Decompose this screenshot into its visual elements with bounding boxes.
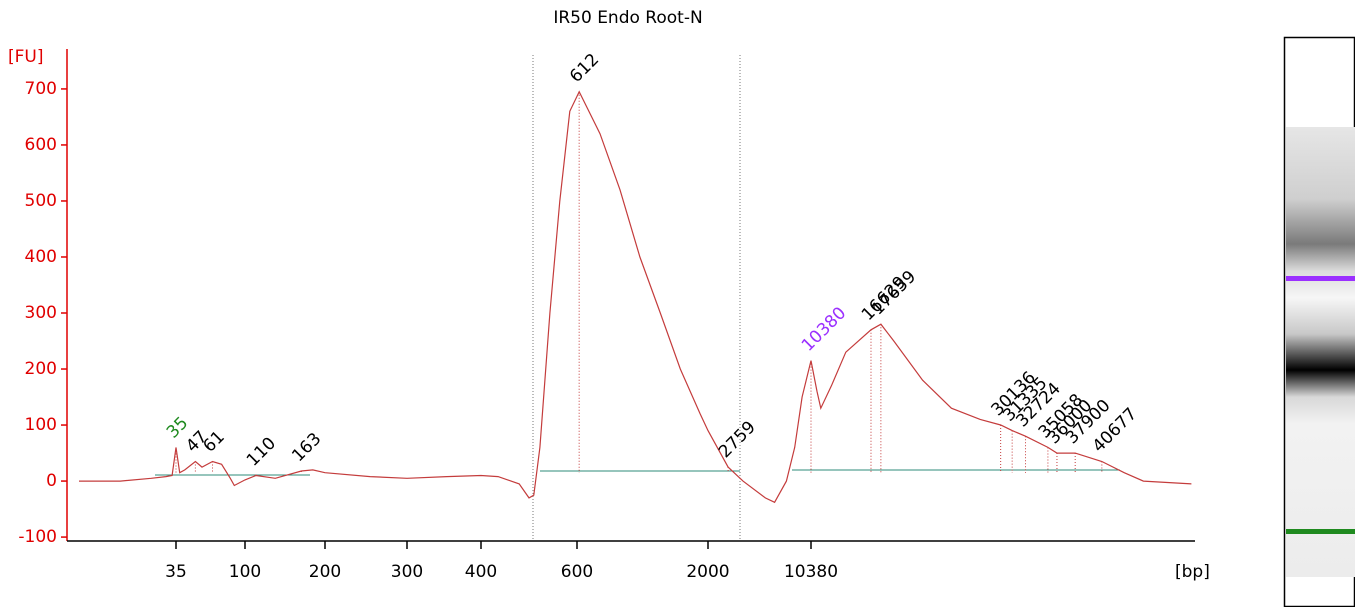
lower-marker-band xyxy=(1286,529,1355,534)
y-tick-label: 100 xyxy=(25,415,57,435)
y-tick-label: -100 xyxy=(18,527,57,547)
peak-label: 10380 xyxy=(798,303,850,355)
peak-label: 612 xyxy=(566,50,603,87)
x-tick-label: 400 xyxy=(465,562,497,582)
x-tick-label: 10380 xyxy=(784,562,838,582)
peak-label: 61 xyxy=(199,427,228,456)
gel-bands xyxy=(1286,127,1355,577)
trace xyxy=(79,92,1191,503)
x-tick-label: 200 xyxy=(309,562,341,582)
peak-label: 110 xyxy=(243,433,280,470)
y-tick-label: 0 xyxy=(46,471,57,491)
x-axis-label: [bp] xyxy=(1175,562,1210,582)
y-axis-label: [FU] xyxy=(8,47,44,67)
y-tick-label: 500 xyxy=(25,191,57,211)
x-tick-label: 600 xyxy=(561,562,593,582)
x-tick-label: 35 xyxy=(165,562,187,582)
x-tick-label: 100 xyxy=(229,562,261,582)
y-tick-label: 400 xyxy=(25,247,57,267)
chart-title: IR50 Endo Root-N xyxy=(553,8,702,28)
y-tick-label: 300 xyxy=(25,303,57,323)
x-tick-label: 300 xyxy=(391,562,423,582)
peak-label: 2759 xyxy=(715,417,760,462)
x-tick-label: 2000 xyxy=(686,562,729,582)
y-tick-label: 200 xyxy=(25,359,57,379)
gel-lane xyxy=(1285,38,1355,607)
upper-marker-band xyxy=(1286,276,1355,281)
y-tick-label: 600 xyxy=(25,135,57,155)
peak-label: 163 xyxy=(288,429,325,466)
y-tick-label: 700 xyxy=(25,79,57,99)
